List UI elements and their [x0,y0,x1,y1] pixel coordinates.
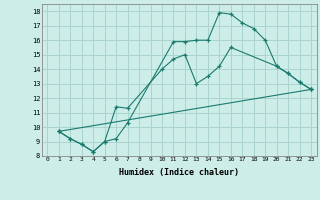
X-axis label: Humidex (Indice chaleur): Humidex (Indice chaleur) [119,168,239,177]
